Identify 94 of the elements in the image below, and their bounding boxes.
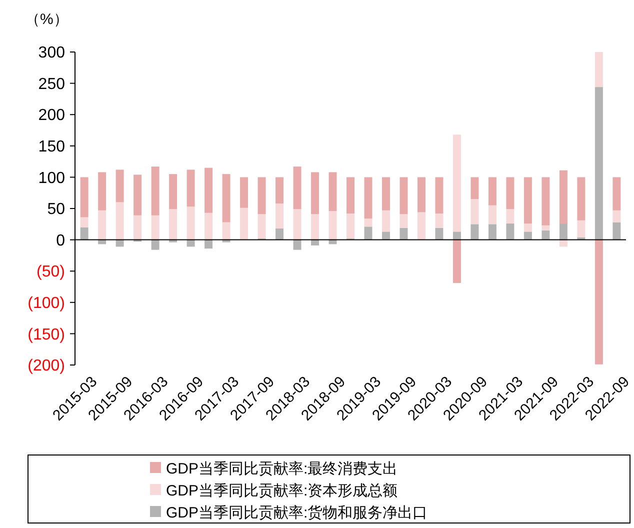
bar <box>612 177 621 210</box>
bar <box>542 230 550 240</box>
bar <box>612 222 621 240</box>
bar <box>258 177 266 214</box>
y-tick-label: 50 <box>47 201 66 218</box>
bar <box>577 177 586 220</box>
bar <box>204 168 213 213</box>
bar <box>524 177 532 224</box>
bar <box>346 177 354 214</box>
bar <box>382 210 390 232</box>
bar <box>364 177 372 219</box>
bar <box>240 177 248 208</box>
bar <box>293 209 302 240</box>
bar <box>594 87 603 240</box>
bar <box>417 212 426 240</box>
bar <box>169 209 178 240</box>
bar <box>382 177 390 210</box>
bar <box>258 214 266 239</box>
bar <box>470 199 479 224</box>
bar <box>151 240 160 250</box>
bar <box>186 206 195 240</box>
bar <box>435 177 444 214</box>
bar <box>452 134 461 232</box>
bar <box>186 170 195 207</box>
bar <box>364 226 372 240</box>
bar <box>524 232 532 240</box>
bar <box>328 172 337 212</box>
bar <box>417 177 426 212</box>
legend-label: GDP当季同比贡献率:资本形成总额 <box>166 482 398 500</box>
bar <box>488 177 496 206</box>
bar <box>328 211 337 240</box>
bar <box>524 224 532 232</box>
bar <box>488 224 496 240</box>
y-tick-label: 0 <box>56 232 66 250</box>
bar <box>151 166 160 216</box>
bar <box>98 172 106 210</box>
bar <box>222 222 230 240</box>
bar <box>400 214 408 228</box>
bar <box>80 217 88 228</box>
bar <box>452 232 461 240</box>
bar <box>506 177 514 210</box>
bar <box>506 224 514 240</box>
bar <box>506 209 514 224</box>
bar <box>116 170 124 202</box>
legend-label: GDP当季同比贡献率:货物和服务净出口 <box>166 504 428 522</box>
bar <box>293 166 302 210</box>
bar <box>98 210 106 240</box>
bar <box>293 240 302 250</box>
bar <box>470 224 479 240</box>
bar <box>559 224 568 240</box>
bar <box>276 203 284 229</box>
bar <box>204 212 213 240</box>
bar <box>169 174 178 210</box>
y-tick-label: (50) <box>36 264 65 281</box>
y-tick-label: 200 <box>38 107 66 124</box>
bar <box>400 228 408 240</box>
bar <box>134 174 142 216</box>
bar <box>276 228 284 240</box>
y-tick-label: (100) <box>28 295 65 312</box>
bar <box>151 215 160 240</box>
bar <box>435 228 444 240</box>
y-tick-label: 150 <box>38 138 66 156</box>
bar <box>311 172 319 214</box>
y-tick-label: (150) <box>28 326 65 344</box>
bar <box>364 218 372 227</box>
bar <box>488 205 496 224</box>
bar <box>80 177 88 218</box>
bar <box>204 240 213 249</box>
bar <box>577 220 586 238</box>
bar <box>594 52 603 88</box>
y-axis-title: （%） <box>25 11 68 28</box>
legend-label: GDP当季同比贡献率:最终消费支出 <box>166 460 398 478</box>
y-tick-label: 250 <box>38 76 66 93</box>
y-tick-label: (200) <box>28 358 65 375</box>
bar <box>470 177 479 200</box>
bar <box>346 214 354 239</box>
y-tick-label: 100 <box>38 170 66 187</box>
bar <box>382 232 390 240</box>
bar <box>559 170 568 224</box>
bar <box>400 177 408 214</box>
bar <box>80 227 88 240</box>
bar <box>435 214 444 228</box>
bar <box>240 208 248 240</box>
y-tick-label: 300 <box>38 44 66 62</box>
bar <box>276 177 284 204</box>
bar <box>222 174 230 222</box>
bar <box>594 240 603 364</box>
bar <box>311 214 319 240</box>
bar <box>542 225 550 230</box>
bar <box>542 177 550 226</box>
bar <box>452 240 461 283</box>
bar <box>116 202 124 240</box>
bar <box>612 210 621 222</box>
bar <box>134 215 142 240</box>
